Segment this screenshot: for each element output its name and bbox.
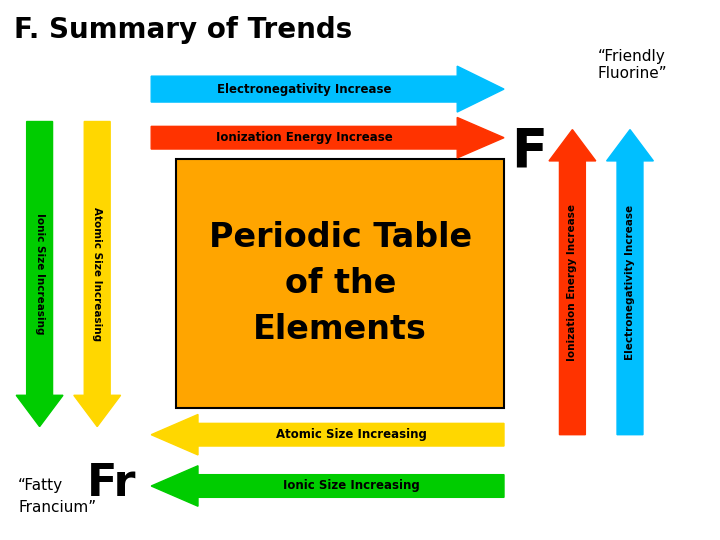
Text: F. Summary of Trends: F. Summary of Trends — [14, 16, 353, 44]
Text: F: F — [511, 125, 547, 177]
Text: Periodic Table
of the
Elements: Periodic Table of the Elements — [209, 221, 472, 346]
Text: Atomic Size Increasing: Atomic Size Increasing — [276, 428, 426, 441]
Text: Ionic Size Increasing: Ionic Size Increasing — [35, 213, 45, 335]
Text: “Fatty: “Fatty — [18, 478, 63, 493]
FancyArrow shape — [151, 117, 504, 158]
FancyArrow shape — [74, 122, 121, 427]
FancyArrow shape — [549, 130, 596, 435]
Text: Ionic Size Increasing: Ionic Size Increasing — [283, 480, 419, 492]
Text: “Friendly
Fluorine”: “Friendly Fluorine” — [598, 49, 667, 81]
FancyArrow shape — [151, 415, 504, 455]
Text: Ionization Energy Increase: Ionization Energy Increase — [216, 131, 392, 144]
Text: Francium”: Francium” — [18, 500, 96, 515]
FancyArrow shape — [151, 465, 504, 507]
Bar — [176, 159, 504, 408]
FancyArrow shape — [151, 66, 504, 112]
FancyArrow shape — [16, 122, 63, 427]
Text: Atomic Size Increasing: Atomic Size Increasing — [92, 207, 102, 341]
Text: Electronegativity Increase: Electronegativity Increase — [625, 205, 635, 360]
Text: Fr: Fr — [87, 462, 136, 505]
Text: Ionization Energy Increase: Ionization Energy Increase — [567, 204, 577, 361]
FancyArrow shape — [606, 130, 654, 435]
Text: Electronegativity Increase: Electronegativity Increase — [217, 83, 392, 96]
